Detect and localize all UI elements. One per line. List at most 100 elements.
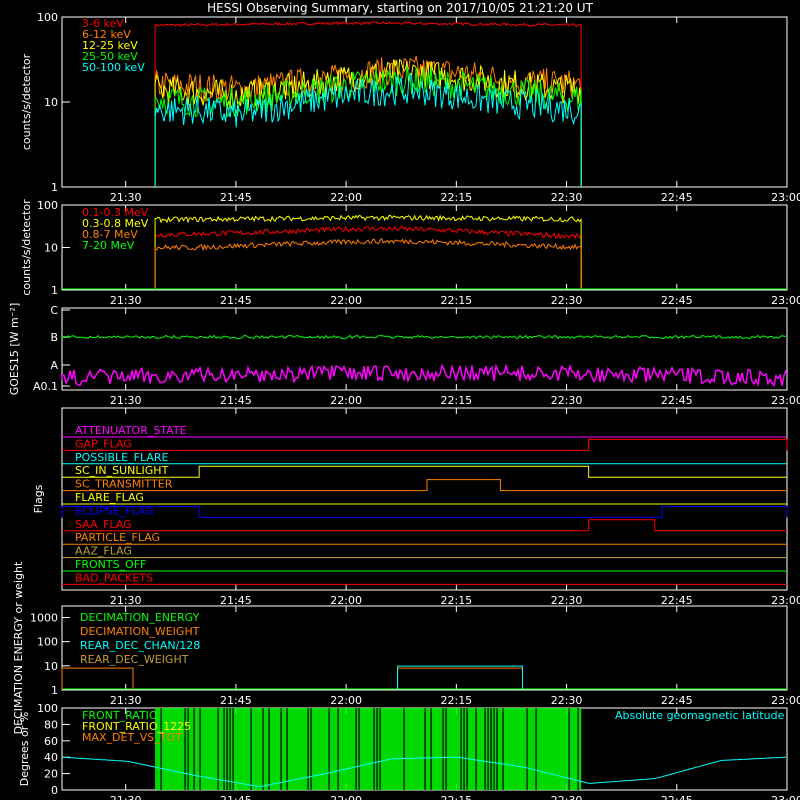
y-tick-label: 1 [51,684,58,697]
y-tick-label: 1 [51,181,58,194]
x-tick-label: 22:45 [661,794,693,800]
x-tick-label: 22:15 [440,394,472,407]
front-ratio-fill [155,708,582,790]
flag-label: PARTICLE_FLAG [75,531,160,544]
x-tick-label: 23:00 [771,191,800,204]
legend-entry: 0.8-7 MeV [82,228,138,241]
decimation-weight-step [397,667,523,690]
x-tick-label: 22:45 [661,294,693,307]
decimation-weight-step [61,667,134,690]
x-tick-label: 22:15 [440,294,472,307]
series-line [154,237,582,291]
flag-label: GAP_FLAG [75,437,132,450]
series-line [154,225,582,291]
panel-energy-high: 21:30 21:45 22:00 22:15 22:30 22:45 23:00 1 10 10… [20,199,800,307]
y-tick-label: A0.1 [33,380,58,393]
y-tick-label: 80 [44,718,58,731]
x-tick-label: 21:30 [110,794,142,800]
x-tick-label: 21:30 [110,394,142,407]
y-tick-label: 10 [44,96,58,109]
flag-line [62,465,787,478]
series-line [154,58,582,188]
x-tick-label: 23:00 [771,394,800,407]
legend-entry: 6-12 keV [82,28,131,41]
figure-title: HESSI Observing Summary, starting on 201… [207,1,593,15]
y-tick-label: 100 [37,636,58,649]
x-tick-label: 22:30 [551,594,583,607]
series-line [154,214,582,291]
goes-long-line [61,334,787,340]
geomag-latitude-line [61,756,787,788]
x-tick-label: 22:00 [330,294,362,307]
y-tick-label: 20 [44,768,58,781]
x-tick-label: 22:15 [440,794,472,800]
y-axis-label: counts/s/detector [20,53,33,150]
x-tick-label: 22:00 [330,191,362,204]
x-tick-label: 22:45 [661,394,693,407]
x-tick-label: 22:00 [330,794,362,800]
panel-frame [61,307,788,391]
flag-label: SC_TRANSMITTER [75,478,173,491]
legend-entry: FRONT_RATIO_1225 [82,720,191,733]
panel-energy-low: 21:30 21:45 22:00 22:15 22:30 22:45 23:00 1 10 10… [20,11,800,204]
y-tick-label: 10 [44,660,58,673]
panel-frame [61,407,788,591]
flag-line [61,505,788,518]
x-tick-label: 21:45 [220,794,252,800]
panel-ratios: 21:30 21:45 22:00 22:15 22:30 22:45 23:00 0 20 40… [18,702,800,800]
x-tick-label: 22:30 [551,394,583,407]
x-tick-label: 21:45 [220,694,252,707]
y-tick-label: 10 [44,242,58,255]
y-axis-label: DECIMATION ENERGY or weight [12,561,25,734]
x-tick-label: 23:00 [771,794,800,800]
x-tick-label: 23:00 [771,294,800,307]
flag-label: FRONTS_OFF [75,558,146,571]
x-tick-label: 21:45 [220,294,252,307]
goes-short-line [61,363,787,388]
panel-frame [61,204,788,291]
y-tick-label: 60 [44,735,58,748]
x-tick-label: 22:45 [661,594,693,607]
legend-entry: 0.3-0.8 MeV [82,217,149,230]
flag-label: SC_IN_SUNLIGHT [75,464,169,477]
flag-label: ECLIPSE_FLAG [75,504,154,517]
legend-entry: DECIMATION_ENERGY [80,611,200,624]
panels: 21:30 21:45 22:00 22:15 22:30 22:45 23:0011010… [8,11,800,800]
x-tick-label: 22:00 [330,394,362,407]
x-tick-label: 22:30 [551,694,583,707]
flag-line [62,479,787,492]
y-tick-label: 1 [51,284,58,297]
legend-entry: 0.1-0.3 MeV [82,206,149,219]
x-tick-label: 21:30 [110,694,142,707]
y-axis-label: Flags [32,484,45,513]
series-line [154,55,582,188]
series-line [154,21,582,188]
legend-entry: REAR_DEC_WEIGHT [80,653,189,666]
legend-entry: 12-25 keV [82,39,138,52]
legend-entry: DECIMATION_WEIGHT [80,625,200,638]
x-tick-label: 23:00 [771,694,800,707]
y-axis-label: Degrees or % [18,712,31,786]
rear-dec-step [397,665,523,690]
series-line [154,65,582,188]
x-tick-label: 21:45 [220,394,252,407]
y-axis-label: GOES15 [W m⁻²] [8,303,21,396]
flag-label: AAZ_FLAG [75,545,132,558]
x-tick-label: 22:30 [551,794,583,800]
y-tick-label: A [50,359,58,372]
legend-entry: FRONT_RATIO [82,709,158,722]
y-tick-label: 100 [37,199,58,212]
flag-label: FLARE_FLAG [75,491,144,504]
legend-entry: MAX_DET_VS_TOT [82,731,182,744]
x-tick-label: 22:15 [440,191,472,204]
y-tick-label: B [50,331,58,344]
y-tick-label: 1000 [30,612,58,625]
y-tick-label: 0 [51,784,58,797]
flag-line [62,438,788,451]
panel-decimation: 21:30 21:45 22:00 22:15 22:30 22:45 23:00 1 10 10… [12,561,800,734]
legend-entry: 50-100 keV [82,61,145,74]
legend-entry: 25-50 keV [82,50,138,63]
x-tick-label: 21:45 [220,191,252,204]
x-tick-label: 22:00 [330,694,362,707]
x-tick-label: 21:30 [110,594,142,607]
